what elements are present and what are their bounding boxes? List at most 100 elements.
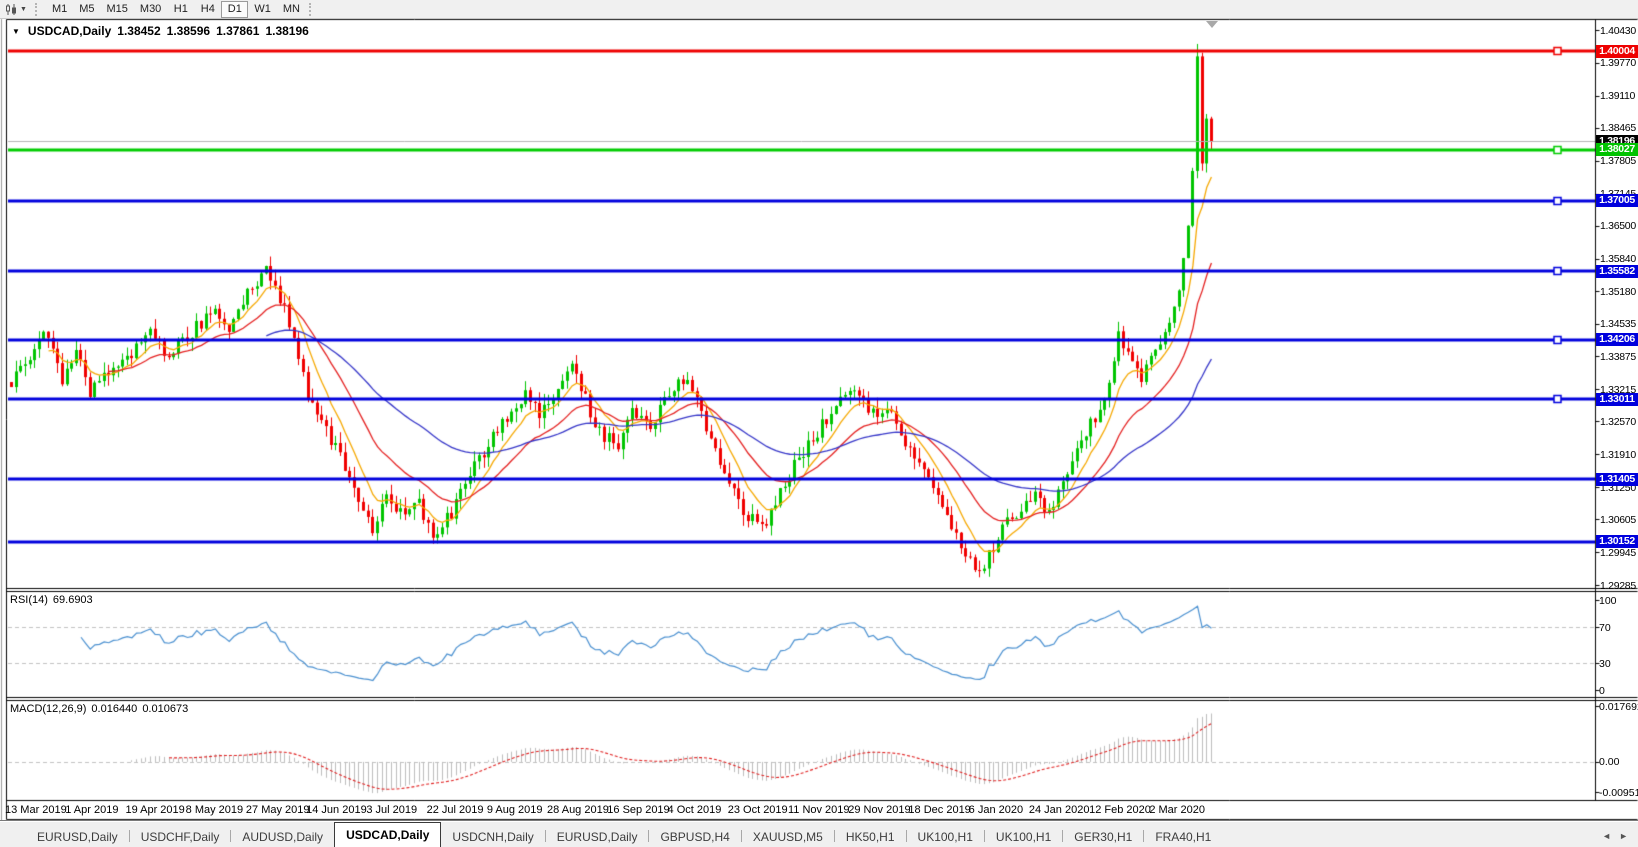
price-axis-tick: 1.30605 <box>1600 513 1636 526</box>
chart-tab-usdcad-daily[interactable]: USDCAD,Daily <box>334 822 442 847</box>
price-axis-tick: 1.35840 <box>1600 253 1636 266</box>
tab-divider <box>1062 830 1064 842</box>
price-badge-1.35582: 1.35582 <box>1596 264 1638 278</box>
chart-tab-uk100-h1[interactable]: UK100,H1 <box>917 829 973 844</box>
price-axis-tick: 1.34535 <box>1600 318 1636 331</box>
toolbar: ▼ M1 M5 M15 M30 H1 H4 D1 W1 MN <box>0 0 1638 19</box>
date-axis-label: 29 Nov 2019 <box>848 804 911 816</box>
price-axis-tick: 1.32570 <box>1600 415 1636 428</box>
date-axis-label: 27 May 2019 <box>245 804 310 816</box>
rsi-axis-tick: 30 <box>1599 657 1611 670</box>
chart-shift-marker[interactable] <box>1206 21 1218 28</box>
chart-tab-fra40-h1[interactable]: FRA40,H1 <box>1155 829 1212 844</box>
chart-tab-ger30-h1[interactable]: GER30,H1 <box>1074 829 1133 844</box>
rsi-axis-tick: 0 <box>1599 684 1605 697</box>
price-badge-1.40004: 1.40004 <box>1596 44 1638 58</box>
chart-tab-hk50-h1[interactable]: HK50,H1 <box>845 829 895 844</box>
tab-divider <box>128 830 130 842</box>
dropdown-caret-icon: ▼ <box>20 5 27 13</box>
macd-axis-tick: 0.00 <box>1599 756 1620 769</box>
chart-tab-usdchf-daily[interactable]: USDCHF,Daily <box>140 829 220 844</box>
rsi-axis-tick: 70 <box>1599 621 1611 634</box>
symbol-tab-bar: EURUSD,Daily USDCHF,Daily AUDUSD,Daily USDC… <box>0 820 1638 847</box>
tab-divider <box>230 830 232 842</box>
price-badge-1.30152: 1.30152 <box>1596 535 1638 549</box>
rsi-value: 69.6903 <box>52 594 93 606</box>
tab-divider <box>740 830 742 842</box>
timeframe-button-mn[interactable]: MN <box>282 3 300 15</box>
price-axis-tick: 1.33875 <box>1600 350 1636 363</box>
close-value: 1.38196 <box>265 24 309 38</box>
date-axis-label: 16 Sep 2019 <box>607 804 670 816</box>
toolbar-grip <box>34 2 39 16</box>
timeframe-button-m30[interactable]: M30 <box>139 3 162 15</box>
chart-header: ▼ USDCAD,Daily 1.38452 1.38596 1.37861 1… <box>12 24 309 38</box>
macd-name: MACD(12,26,9) <box>10 703 87 715</box>
macd-signal-value: 0.010673 <box>142 703 189 715</box>
price-axis-tick: 1.29285 <box>1600 579 1636 592</box>
chart-tab-uk100-h1[interactable]: UK100,H1 <box>995 829 1052 844</box>
tab-divider <box>544 830 546 842</box>
tab-divider <box>1143 830 1145 842</box>
price-axis-tick: 1.39110 <box>1600 90 1636 103</box>
timeframe-button-w1[interactable]: W1 <box>254 3 271 15</box>
low-value: 1.37861 <box>216 24 260 38</box>
tab-divider <box>648 830 650 842</box>
timeframe-button-h4[interactable]: H4 <box>200 3 215 15</box>
price-axis-tick: 1.36500 <box>1600 220 1636 233</box>
price-axis-tick: 1.39770 <box>1600 57 1636 70</box>
date-axis-label: 28 Aug 2019 <box>547 804 609 816</box>
chart-tab-audusd-daily[interactable]: AUDUSD,Daily <box>242 829 324 844</box>
date-axis-label: 23 Oct 2019 <box>727 804 788 816</box>
date-axis-label: 13 Mar 2019 <box>5 804 67 816</box>
timeframe-button-group: M1 M5 M15 M30 H1 H4 D1 W1 MN <box>46 0 306 19</box>
date-axis-label: 19 Apr 2019 <box>125 804 185 816</box>
timeframe-button-d1[interactable]: D1 <box>221 0 249 18</box>
price-axis-tick: 1.37805 <box>1600 155 1636 168</box>
tab-divider <box>905 830 907 842</box>
tab-divider <box>833 830 835 842</box>
chart-tab-eurusd-daily[interactable]: EURUSD,Daily <box>37 829 118 844</box>
tabs-scroll-left-icon[interactable]: ◄ <box>1602 831 1612 841</box>
price-badge-1.37005: 1.37005 <box>1596 194 1638 208</box>
date-axis-label: 8 May 2019 <box>185 804 244 816</box>
high-value: 1.38596 <box>166 24 211 38</box>
date-axis-label: 14 Jun 2019 <box>306 804 367 816</box>
timeframe-button-h1[interactable]: H1 <box>173 3 188 15</box>
price-axis-tick: 1.38465 <box>1600 122 1636 135</box>
rsi-header: RSI(14) 69.6903 <box>10 594 93 606</box>
price-badge-1.33011: 1.33011 <box>1596 392 1638 406</box>
date-axis-label: 24 Jan 2020 <box>1028 804 1090 816</box>
timeframe-button-m5[interactable]: M5 <box>79 3 95 15</box>
collapse-triangle-icon[interactable]: ▼ <box>12 26 20 36</box>
chart-tab-usdcnh-daily[interactable]: USDCNH,Daily <box>452 829 534 844</box>
date-axis-label: 2 Mar 2020 <box>1149 804 1205 816</box>
date-axis-label: 9 Aug 2019 <box>486 804 543 816</box>
date-axis-label: 3 Jul 2019 <box>366 804 418 816</box>
price-badge-1.31405: 1.31405 <box>1596 472 1638 486</box>
timeframe-button-m1[interactable]: M1 <box>51 3 68 15</box>
price-axis-tick: 1.33215 <box>1600 383 1636 396</box>
date-axis-label: 18 Dec 2019 <box>908 804 971 816</box>
open-value: 1.38452 <box>117 24 161 38</box>
rsi-name: RSI(14) <box>10 594 48 606</box>
date-axis-label: 12 Feb 2020 <box>1089 804 1151 816</box>
date-axis-label: 4 Oct 2019 <box>667 804 722 816</box>
toolbar-grip <box>308 2 313 16</box>
macd-axis-tick: -0.009518 <box>1599 786 1638 799</box>
tab-divider <box>983 830 985 842</box>
tabs-scroll-right-icon[interactable]: ► <box>1619 831 1628 841</box>
macd-main-value: 0.016440 <box>91 703 138 715</box>
macd-axis-tick: 0.017692 <box>1599 700 1638 713</box>
macd-header: MACD(12,26,9) 0.016440 0.010673 <box>10 703 188 715</box>
timeframe-button-m15[interactable]: M15 <box>106 3 128 15</box>
chart-tab-xauusd-m5[interactable]: XAUUSD,M5 <box>752 829 823 844</box>
price-badge-1.34206: 1.34206 <box>1596 333 1638 347</box>
chart-tab-eurusd-daily[interactable]: EURUSD,Daily <box>556 829 638 844</box>
chart-tab-gbpusd-h4[interactable]: GBPUSD,H4 <box>660 829 730 844</box>
symbol-timeframe-label: USDCAD,Daily <box>27 24 112 38</box>
chart-candles-icon <box>5 3 18 16</box>
date-axis-label: 1 Apr 2019 <box>65 804 119 816</box>
chart-type-button[interactable]: ▼ <box>0 1 32 18</box>
